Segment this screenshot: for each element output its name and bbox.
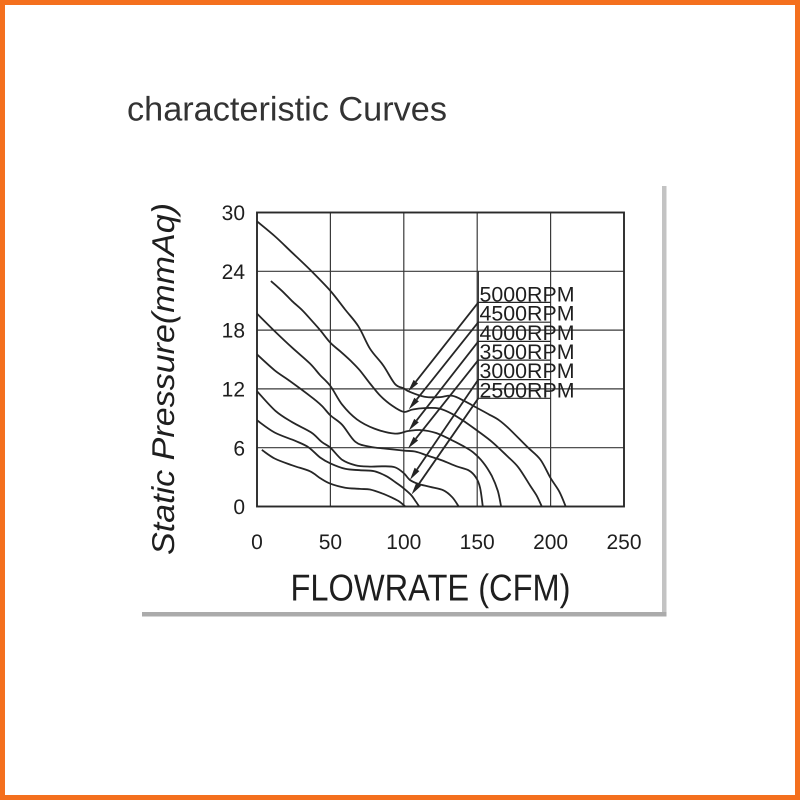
svg-text:50: 50 [319, 531, 342, 554]
svg-text:3500RPM: 3500RPM [480, 341, 575, 364]
svg-text:3000RPM: 3000RPM [480, 360, 575, 383]
svg-text:30: 30 [222, 202, 245, 225]
svg-text:4000RPM: 4000RPM [480, 322, 575, 345]
svg-text:200: 200 [533, 531, 568, 554]
svg-text:FLOWRATE (CFM): FLOWRATE (CFM) [291, 567, 571, 609]
svg-text:characteristic Curves: characteristic Curves [127, 91, 447, 129]
svg-text:4500RPM: 4500RPM [480, 303, 575, 326]
svg-text:2500RPM: 2500RPM [480, 379, 575, 402]
svg-text:24: 24 [222, 261, 246, 284]
svg-text:0: 0 [251, 531, 263, 554]
svg-text:100: 100 [386, 531, 421, 554]
svg-text:Static Pressure(mmAq): Static Pressure(mmAq) [145, 203, 181, 555]
svg-text:150: 150 [460, 531, 495, 554]
svg-text:250: 250 [606, 531, 641, 554]
svg-text:6: 6 [233, 437, 245, 460]
svg-text:12: 12 [222, 379, 245, 402]
svg-text:0: 0 [233, 496, 245, 519]
svg-text:5000RPM: 5000RPM [480, 283, 575, 306]
svg-text:18: 18 [222, 320, 245, 343]
